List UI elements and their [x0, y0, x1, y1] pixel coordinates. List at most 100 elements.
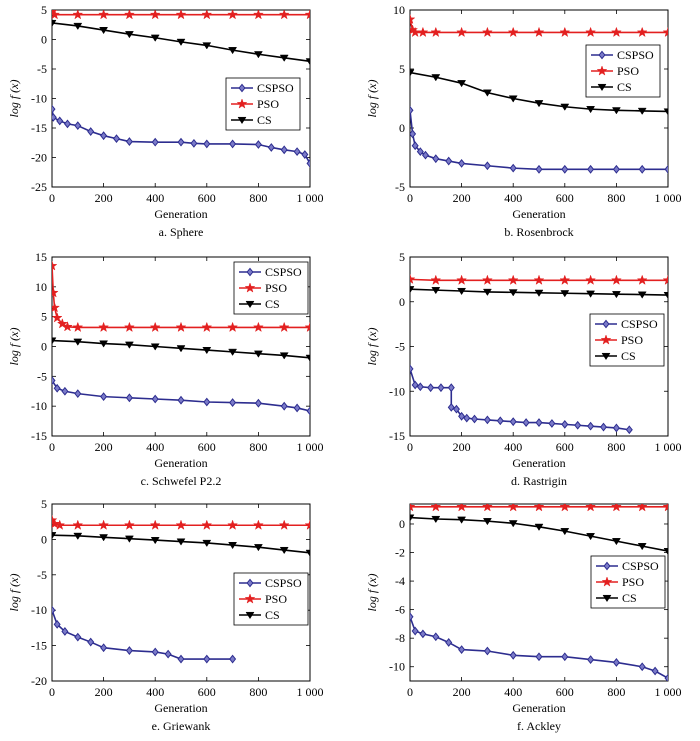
data-point: [279, 546, 289, 555]
x-tick-label: 600: [556, 685, 574, 699]
data-point: [663, 108, 668, 116]
series-cs: [410, 69, 668, 116]
x-tick-label: 800: [249, 685, 267, 699]
y-axis-label: log f (x): [365, 80, 379, 118]
data-point: [52, 287, 59, 298]
data-point: [560, 290, 570, 298]
data-point: [150, 537, 160, 545]
data-point: [124, 535, 134, 543]
data-point: [125, 646, 133, 655]
data-point: [301, 150, 309, 159]
chart-panel: 0 200 400 600 800 1 000 -25 -20 -15 -10 -5 0 5 Genera…: [7, 3, 324, 239]
data-point: [280, 401, 288, 411]
y-tick-label: 5: [41, 497, 47, 511]
data-point: [123, 321, 135, 333]
data-point: [253, 544, 263, 552]
data-point: [305, 354, 310, 362]
y-tick-label: -2: [395, 546, 405, 560]
data-point: [535, 418, 543, 427]
data-point: [416, 382, 424, 392]
data-point: [458, 645, 466, 654]
data-point: [123, 519, 135, 530]
data-point: [190, 138, 198, 148]
data-point: [72, 10, 84, 20]
y-tick-label: -10: [389, 660, 405, 674]
y-axis-label: log f (x): [7, 328, 21, 366]
data-point: [611, 291, 621, 299]
chart-panel: 0 200 400 600 800 1 000 -20 -15 -10 -5 0 5 Generatio…: [7, 497, 324, 733]
y-tick-label: 0: [41, 340, 47, 354]
legend-label: CS: [265, 608, 280, 622]
x-tick-label: 0: [49, 191, 55, 205]
data-point: [52, 19, 57, 28]
legend-label: CS: [621, 349, 636, 363]
data-point: [99, 534, 109, 542]
y-tick-label: -15: [31, 429, 47, 443]
data-point: [151, 394, 159, 404]
data-point: [458, 411, 466, 421]
data-point: [149, 519, 161, 530]
data-point: [559, 26, 571, 38]
data-point: [229, 139, 237, 149]
legend: CSPSO PSO CS: [590, 555, 666, 609]
legend: CSPSO PSO CS: [589, 313, 665, 367]
data-point: [410, 504, 416, 512]
y-tick-label: 5: [41, 3, 47, 17]
legend-label: CSPSO: [265, 265, 302, 279]
data-point: [150, 343, 160, 351]
data-point: [481, 26, 493, 38]
data-point: [227, 519, 239, 530]
data-point: [305, 58, 310, 66]
x-axis-label: Generation: [512, 456, 565, 470]
data-point: [508, 95, 518, 103]
data-point: [447, 402, 455, 412]
x-tick-label: 200: [95, 440, 113, 454]
data-point: [74, 632, 82, 642]
series-pso: [410, 273, 668, 285]
series-pso: [52, 10, 310, 20]
data-point: [509, 650, 517, 660]
data-point: [482, 288, 492, 296]
y-tick-label: 0: [41, 33, 47, 47]
y-tick-label: -10: [31, 399, 47, 413]
series-line: [410, 110, 668, 171]
legend-label: PSO: [265, 281, 287, 295]
data-point: [73, 22, 83, 31]
x-tick-label: 0: [49, 685, 55, 699]
data-point: [124, 31, 134, 39]
data-point: [430, 26, 442, 38]
panel-caption: a. Sphere: [159, 225, 204, 239]
x-tick-label: 400: [146, 191, 164, 205]
data-point: [229, 398, 237, 407]
panel-caption: c. Schwefel P2.2: [141, 474, 222, 488]
data-point: [149, 321, 161, 333]
x-tick-label: 1 000: [655, 191, 682, 205]
data-point: [176, 345, 186, 353]
data-point: [63, 119, 72, 129]
y-tick-label: -8: [395, 631, 405, 645]
data-point: [612, 164, 620, 174]
data-point: [410, 69, 415, 77]
x-axis-label: Generation: [154, 456, 207, 470]
chart-panel: 0 200 400 600 800 1 000 -15 -10 -5 0 5 Generation lo…: [365, 250, 682, 488]
data-point: [574, 420, 582, 430]
data-point: [663, 291, 668, 300]
data-point: [56, 318, 68, 329]
data-point: [534, 523, 544, 531]
data-point: [587, 655, 595, 664]
data-point: [279, 54, 289, 62]
data-point: [74, 389, 82, 399]
data-point: [636, 26, 648, 38]
legend-label: PSO: [617, 64, 639, 78]
data-point: [535, 164, 543, 174]
data-point: [522, 418, 530, 427]
data-point: [56, 116, 64, 126]
legend-marker: [245, 300, 255, 309]
series-pso: [52, 514, 310, 530]
data-point: [52, 518, 61, 529]
x-tick-label: 400: [146, 685, 164, 699]
x-tick-label: 0: [49, 440, 55, 454]
data-point: [533, 274, 545, 285]
data-point: [509, 417, 517, 427]
data-point: [410, 286, 415, 294]
